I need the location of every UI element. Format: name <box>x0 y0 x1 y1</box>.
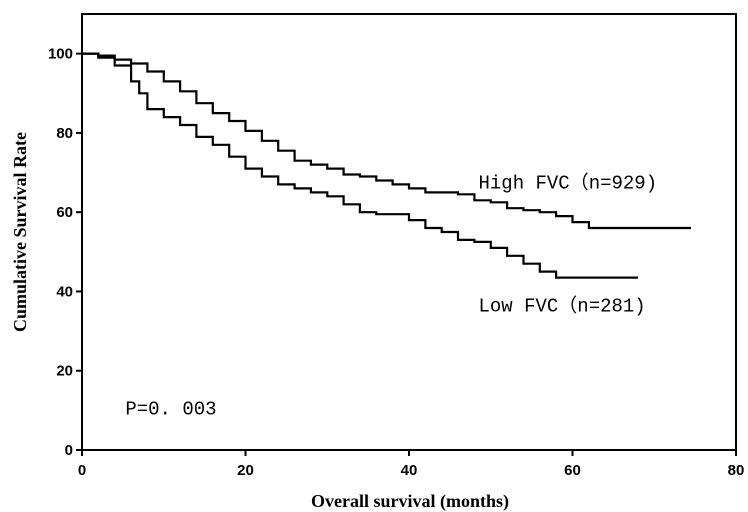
y-tick-label: 80 <box>56 125 73 142</box>
y-tick-label: 0 <box>65 442 73 459</box>
y-axis-title: Cumulative Survival Rate <box>10 132 30 332</box>
x-tick-label: 80 <box>728 462 745 479</box>
plot-frame <box>81 13 737 451</box>
x-tick-label: 60 <box>564 462 581 479</box>
label-low-fvc: Low FVC（n=281) <box>478 294 645 317</box>
y-tick-label: 100 <box>48 46 73 63</box>
label-high-fvc: High FVC（n=929) <box>478 171 657 194</box>
x-axis-title: Overall survival (months) <box>311 491 509 512</box>
survival-curve-high-fvc <box>82 52 691 230</box>
p-value-label: P=0. 003 <box>125 398 216 420</box>
x-tick-label: 40 <box>401 462 418 479</box>
y-tick-label: 20 <box>56 363 73 380</box>
y-tick-label: 60 <box>56 204 73 221</box>
x-tick-label: 0 <box>78 462 86 479</box>
y-tick-label: 40 <box>56 283 73 300</box>
chart-marks: 0 20 40 60 80 0 20 40 60 80 100 High FVC（n=929) Low … <box>48 13 745 479</box>
survival-curve-low-fvc <box>82 52 638 279</box>
x-tick-label: 20 <box>237 462 254 479</box>
